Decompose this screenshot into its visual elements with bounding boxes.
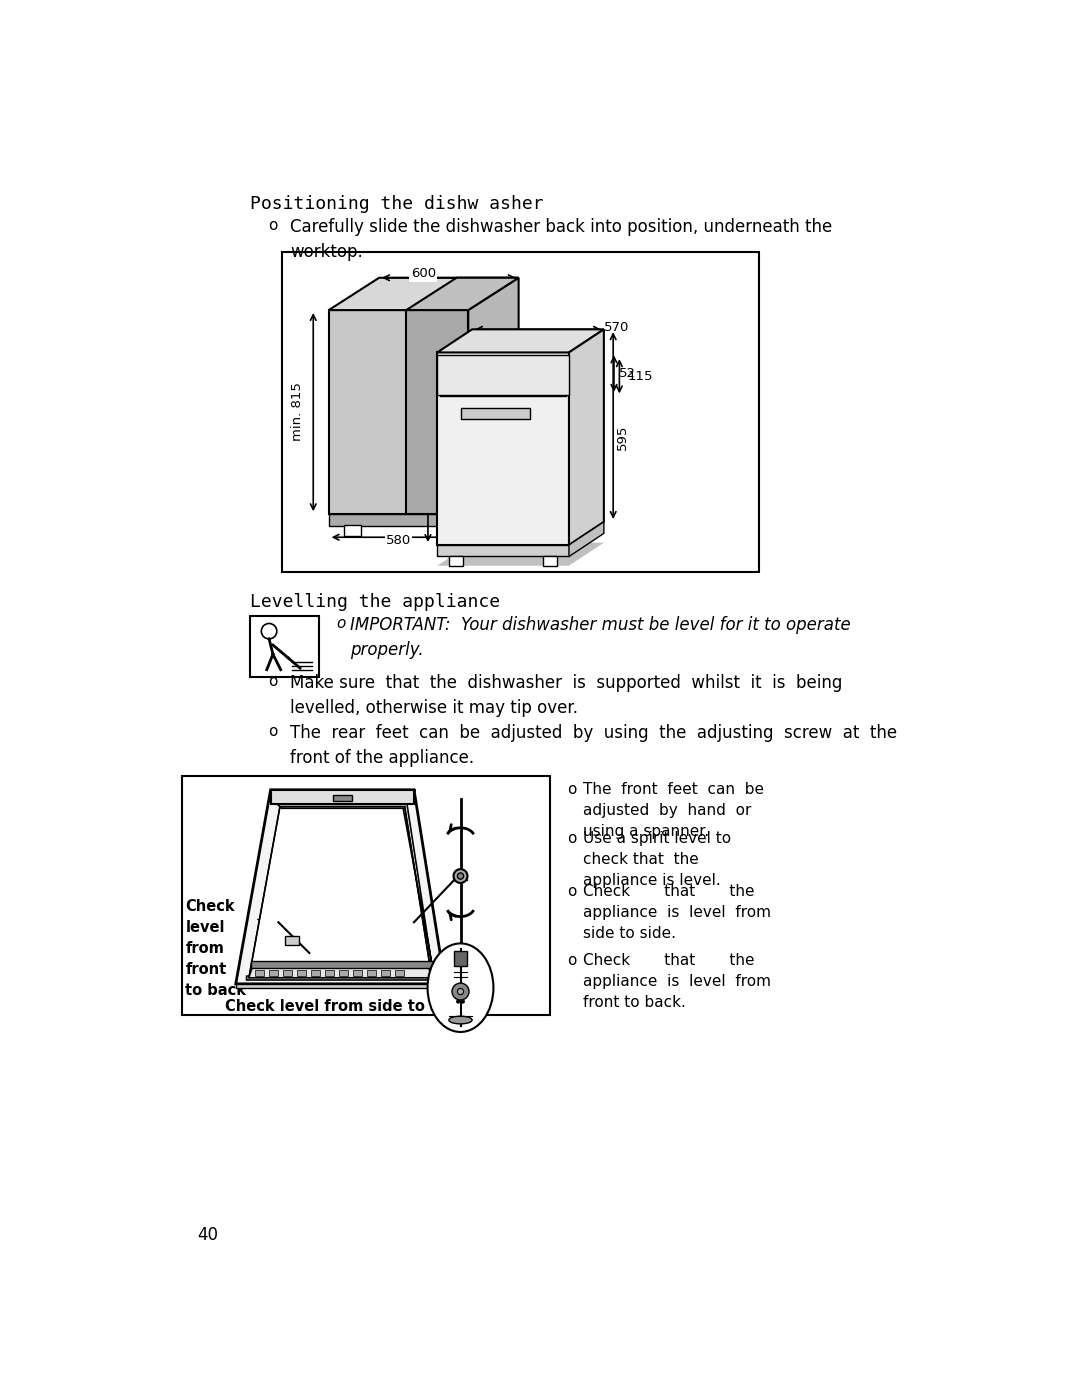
Text: 598: 598: [490, 365, 516, 377]
Text: o: o: [567, 782, 577, 798]
Ellipse shape: [449, 1016, 472, 1024]
Polygon shape: [569, 330, 604, 545]
Text: 18: 18: [496, 549, 513, 562]
Polygon shape: [248, 806, 432, 978]
Text: 815 - 865: 815 - 865: [414, 416, 427, 481]
Text: 115: 115: [627, 370, 652, 383]
Bar: [235, 983, 445, 988]
Text: Levelling the appliance: Levelling the appliance: [249, 592, 500, 610]
Text: Carefully slide the dishwasher back into position, underneath the
worktop.: Carefully slide the dishwasher back into…: [291, 218, 833, 261]
Polygon shape: [437, 330, 604, 352]
Text: o: o: [268, 675, 278, 689]
Bar: [437, 355, 569, 395]
Text: 595: 595: [616, 425, 629, 450]
Text: o: o: [337, 616, 346, 631]
Bar: [345, 525, 362, 535]
Bar: [282, 253, 759, 571]
Text: Check
level
from
front
to back: Check level from front to back: [186, 900, 246, 997]
Circle shape: [451, 983, 469, 1000]
Polygon shape: [328, 278, 518, 310]
Text: o: o: [268, 724, 278, 739]
Text: Make sure  that  the  dishwasher  is  supported  whilst  it  is  being
levelled,: Make sure that the dishwasher is support…: [291, 675, 842, 717]
Bar: [325, 970, 334, 977]
Text: 52: 52: [619, 367, 636, 380]
Bar: [353, 970, 362, 977]
Ellipse shape: [428, 943, 494, 1032]
Bar: [311, 970, 321, 977]
Text: Use a spirit level to
check that  the
appliance is level.: Use a spirit level to check that the app…: [583, 831, 731, 888]
Bar: [437, 545, 569, 556]
Bar: [455, 951, 467, 967]
Text: Check level from side to side: Check level from side to side: [225, 999, 464, 1014]
Bar: [181, 775, 550, 1014]
Text: 570: 570: [604, 320, 630, 334]
Text: 580: 580: [386, 534, 411, 546]
Text: 600: 600: [410, 267, 436, 281]
Polygon shape: [469, 482, 518, 525]
Polygon shape: [235, 789, 445, 983]
Bar: [449, 556, 463, 566]
Polygon shape: [469, 278, 518, 514]
Bar: [328, 514, 469, 525]
Bar: [297, 970, 307, 977]
Bar: [437, 352, 569, 545]
Polygon shape: [437, 542, 604, 566]
Bar: [543, 556, 557, 566]
Bar: [269, 970, 279, 977]
Bar: [252, 961, 433, 968]
Text: Positioning the dishw asher: Positioning the dishw asher: [249, 196, 543, 214]
Polygon shape: [248, 967, 432, 978]
Text: min. 815: min. 815: [292, 383, 305, 441]
Circle shape: [461, 1000, 464, 1003]
Polygon shape: [569, 522, 604, 556]
Text: o: o: [567, 831, 577, 847]
Text: Check       that       the
appliance  is  level  from
side to side.: Check that the appliance is level from s…: [583, 884, 771, 940]
Bar: [249, 616, 320, 678]
Text: IMPORTANT:  Your dishwasher must be level for it to operate
properly.: IMPORTANT: Your dishwasher must be level…: [350, 616, 851, 659]
Bar: [333, 795, 352, 802]
Polygon shape: [406, 278, 518, 310]
Circle shape: [458, 989, 463, 995]
Bar: [328, 310, 469, 514]
Bar: [339, 970, 348, 977]
Bar: [460, 408, 530, 419]
Text: o: o: [567, 884, 577, 898]
Polygon shape: [271, 789, 414, 803]
Bar: [284, 936, 298, 946]
Text: Check       that       the
appliance  is  level  from
front to back.: Check that the appliance is level from f…: [583, 953, 771, 1010]
Polygon shape: [406, 310, 469, 514]
Bar: [394, 970, 404, 977]
Bar: [367, 970, 376, 977]
Text: o: o: [567, 953, 577, 968]
Text: The  front  feet  can  be
adjusted  by  hand  or
using a spanner.: The front feet can be adjusted by hand o…: [583, 782, 764, 840]
Text: 40: 40: [197, 1227, 218, 1245]
Text: The  rear  feet  can  be  adjusted  by  using  the  adjusting  screw  at  the
fr: The rear feet can be adjusted by using t…: [291, 724, 897, 767]
Circle shape: [454, 869, 468, 883]
Text: o: o: [268, 218, 278, 233]
Bar: [283, 970, 293, 977]
Bar: [255, 970, 265, 977]
Circle shape: [457, 1000, 460, 1003]
Bar: [380, 970, 390, 977]
Circle shape: [458, 873, 463, 879]
Circle shape: [261, 623, 276, 638]
